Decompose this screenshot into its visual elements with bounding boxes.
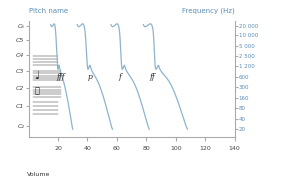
Text: Frequency (Hz): Frequency (Hz): [182, 8, 235, 14]
Text: Pitch name: Pitch name: [29, 8, 68, 14]
Text: 𝄢: 𝄢: [35, 86, 39, 95]
Text: ♩: ♩: [35, 71, 40, 81]
Text: Volume: Volume: [27, 172, 50, 176]
Text: fff: fff: [57, 73, 65, 81]
Text: f: f: [118, 73, 121, 81]
Text: p: p: [88, 73, 93, 81]
Text: ff: ff: [149, 73, 155, 81]
